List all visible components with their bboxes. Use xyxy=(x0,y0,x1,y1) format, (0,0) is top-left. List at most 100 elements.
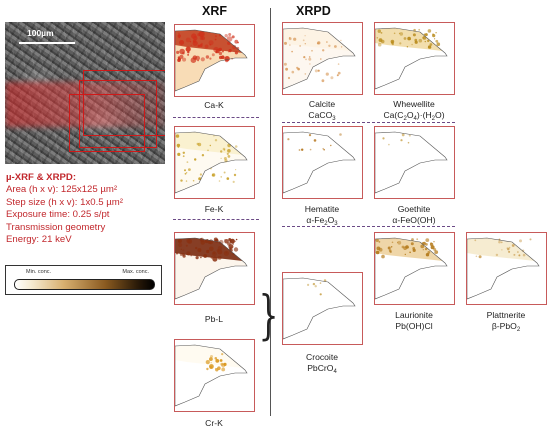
grouping-brace: } xyxy=(258,286,279,346)
map-intensity-spot xyxy=(223,250,229,256)
xrpd-map-laurionite xyxy=(374,232,455,305)
map-intensity-spot xyxy=(215,49,220,54)
map-intensity-spot xyxy=(184,169,186,172)
map-intensity-spot xyxy=(291,50,293,53)
map-intensity-spot xyxy=(209,246,214,252)
map-intensity-spot xyxy=(217,366,221,370)
map-intensity-spot xyxy=(212,251,216,254)
map-intensity-spot xyxy=(178,36,180,39)
map-intensity-spot xyxy=(513,253,516,256)
map-intensity-spot xyxy=(219,359,223,362)
map-intensity-spot xyxy=(205,55,210,59)
map-intensity-spot xyxy=(308,56,311,58)
map-intensity-spot xyxy=(227,149,231,153)
map-intensity-spot xyxy=(209,144,211,147)
map-intensity-spot xyxy=(215,367,217,370)
map-intensity-spot xyxy=(227,155,231,158)
map-intensity-spot xyxy=(380,32,383,34)
map-intensity-spot xyxy=(291,70,295,74)
map-intensity-spot xyxy=(495,253,499,257)
map-image xyxy=(283,131,356,194)
map-intensity-spot xyxy=(424,40,426,43)
xrf-map-pb xyxy=(174,232,255,305)
map-intensity-spot xyxy=(201,36,205,41)
map-intensity-spot xyxy=(288,37,292,41)
map-intensity-spot xyxy=(201,154,205,157)
map-intensity-spot xyxy=(511,244,515,247)
xrpd-map-name: Goethite xyxy=(397,204,431,214)
map-intensity-spot xyxy=(410,242,414,246)
map-intensity-spot xyxy=(210,362,212,364)
map-intensity-spot xyxy=(195,246,198,250)
surface-layer-band xyxy=(467,238,535,261)
parameter-line: Step size (h x v): 1x0.5 µm² xyxy=(6,196,123,208)
map-intensity-spot xyxy=(302,39,305,42)
map-intensity-spot xyxy=(427,39,430,43)
map-intensity-spot xyxy=(187,54,189,56)
map-intensity-spot xyxy=(207,249,210,252)
surface-layer-band xyxy=(175,132,243,155)
map-intensity-spot xyxy=(391,41,394,44)
map-intensity-spot xyxy=(197,248,202,253)
colorbar-min-label: Min. conc. xyxy=(26,269,52,275)
map-image xyxy=(283,27,356,90)
xrpd-map-plattnerite xyxy=(466,232,547,305)
map-intensity-spot xyxy=(388,143,390,146)
map-intensity-spot xyxy=(336,74,339,77)
xrpd-map-name: Hematite xyxy=(304,204,340,214)
map-intensity-spot xyxy=(377,42,382,47)
sample-outline xyxy=(375,237,448,300)
scan-area-box xyxy=(79,80,157,148)
map-intensity-spot xyxy=(433,241,435,243)
sample-outline xyxy=(467,237,540,300)
map-intensity-spot xyxy=(209,57,212,60)
map-intensity-spot xyxy=(409,251,411,254)
map-intensity-spot xyxy=(226,152,229,155)
map-intensity-spot xyxy=(228,238,232,243)
map-intensity-spot xyxy=(382,137,385,140)
xrf-map-cr xyxy=(174,339,255,412)
map-intensity-spot xyxy=(529,238,532,241)
map-intensity-spot xyxy=(330,144,332,147)
map-intensity-spot xyxy=(233,173,237,177)
map-intensity-spot xyxy=(178,32,180,35)
scan-area-box xyxy=(69,94,145,152)
map-intensity-spot xyxy=(326,41,328,43)
map-intensity-spot xyxy=(285,67,288,71)
map-intensity-spot xyxy=(378,241,381,243)
map-intensity-spot xyxy=(284,41,287,45)
map-intensity-spot xyxy=(220,157,222,159)
map-image xyxy=(175,237,248,300)
map-intensity-spot xyxy=(226,36,233,42)
sample-outline xyxy=(175,29,248,92)
map-intensity-spot xyxy=(175,134,180,138)
map-intensity-spot xyxy=(191,33,197,39)
section-divider xyxy=(270,8,271,416)
map-image xyxy=(375,27,448,90)
map-intensity-spot xyxy=(177,146,180,149)
map-intensity-spot xyxy=(182,254,186,258)
map-intensity-spot xyxy=(186,161,189,163)
xrf-map-label: Pb-L xyxy=(204,314,224,324)
map-intensity-spot xyxy=(219,55,223,60)
map-intensity-spot xyxy=(521,249,525,252)
sample-outline xyxy=(375,131,448,194)
map-intensity-spot xyxy=(182,57,187,62)
map-intensity-spot xyxy=(289,44,291,46)
map-intensity-spot xyxy=(235,169,237,171)
map-intensity-spot xyxy=(224,34,228,38)
map-intensity-spot xyxy=(214,35,217,38)
map-intensity-spot xyxy=(206,367,209,371)
map-intensity-spot xyxy=(390,246,393,248)
xrpd-map-formula: Pb(OH)Cl xyxy=(395,321,433,331)
xrpd-map-calcite xyxy=(282,22,363,95)
map-image xyxy=(175,344,248,407)
dashed-separator xyxy=(282,226,455,227)
map-intensity-spot xyxy=(232,45,237,50)
map-intensity-spot xyxy=(208,40,214,46)
map-intensity-spot xyxy=(434,250,439,254)
map-intensity-spot xyxy=(418,28,421,31)
map-intensity-spot xyxy=(226,177,230,180)
map-intensity-spot xyxy=(179,48,185,55)
map-intensity-spot xyxy=(304,43,306,45)
